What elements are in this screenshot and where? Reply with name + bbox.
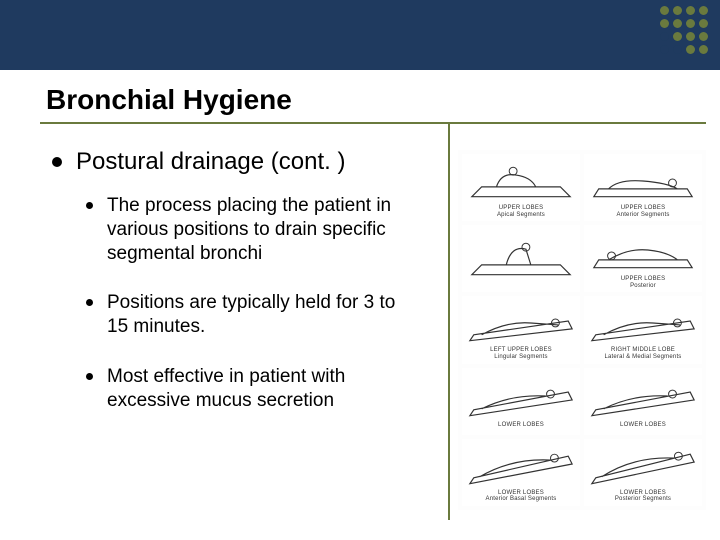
vertical-rule: [448, 122, 450, 520]
position-icon: [462, 157, 580, 203]
bullet-level2: Most effective in patient with excessive…: [86, 365, 432, 413]
bullet-text: Postural drainage (cont. ): [76, 148, 345, 176]
panel-caption: LOWER LOBES: [620, 422, 666, 429]
dot-icon: [699, 45, 708, 54]
dot-icon: [673, 32, 682, 41]
diagram-panel: LOWER LOBES: [462, 368, 580, 435]
dot-icon: [699, 32, 708, 41]
diagram-panel: UPPER LOBES Apical Segments: [462, 154, 580, 221]
bullet-icon: [86, 202, 93, 209]
panel-caption: LOWER LOBES Anterior Basal Segments: [486, 490, 557, 503]
dot-icon: [660, 19, 669, 28]
diagram-panel: RIGHT MIDDLE LOBE Lateral & Medial Segme…: [584, 296, 702, 363]
panel-caption: UPPER LOBES Anterior Segments: [616, 205, 669, 218]
decorative-dot-grid: [660, 6, 708, 54]
position-icon: [462, 235, 580, 281]
bullet-level1: Postural drainage (cont. ): [52, 148, 432, 176]
dot-icon: [673, 45, 682, 54]
bullet-icon: [86, 299, 93, 306]
dot-icon: [686, 32, 695, 41]
diagram-panel: LOWER LOBES Posterior Segments: [584, 439, 702, 506]
bullet-text: Positions are typically held for 3 to 15…: [107, 291, 407, 339]
position-icon: [584, 157, 702, 203]
dot-icon: [660, 32, 669, 41]
panel-caption: LOWER LOBES Posterior Segments: [615, 490, 671, 503]
bullet-text: Most effective in patient with excessive…: [107, 365, 407, 413]
bullet-level2: Positions are typically held for 3 to 15…: [86, 291, 432, 339]
panel-caption: UPPER LOBES Posterior: [621, 276, 666, 289]
text-content: Postural drainage (cont. ) The process p…: [52, 148, 432, 438]
position-icon: [584, 299, 702, 345]
diagram-panel: UPPER LOBES Anterior Segments: [584, 154, 702, 221]
dot-icon: [686, 6, 695, 15]
dot-icon: [673, 6, 682, 15]
dot-icon: [686, 19, 695, 28]
position-icon: [584, 374, 702, 420]
bullet-text: The process placing the patient in vario…: [107, 194, 407, 265]
horizontal-rule: [40, 122, 706, 124]
dot-icon: [660, 6, 669, 15]
postural-drainage-diagram: UPPER LOBES Apical Segments UPPER LOBES …: [458, 150, 706, 510]
panel-caption: LOWER LOBES: [498, 422, 544, 429]
diagram-panel: LOWER LOBES Anterior Basal Segments: [462, 439, 580, 506]
dot-icon: [699, 19, 708, 28]
diagram-panel: UPPER LOBES Posterior: [584, 225, 702, 292]
panel-caption: RIGHT MIDDLE LOBE Lateral & Medial Segme…: [604, 347, 681, 360]
dot-icon: [660, 45, 669, 54]
position-icon: [584, 442, 702, 488]
header-band: [0, 0, 720, 70]
position-icon: [462, 299, 580, 345]
position-icon: [462, 374, 580, 420]
panel-caption: UPPER LOBES Apical Segments: [497, 205, 545, 218]
dot-icon: [699, 6, 708, 15]
bullet-level2: The process placing the patient in vario…: [86, 194, 432, 265]
position-icon: [584, 228, 702, 274]
dot-icon: [673, 19, 682, 28]
bullet-icon: [52, 157, 62, 167]
diagram-panel: LOWER LOBES: [584, 368, 702, 435]
slide-title: Bronchial Hygiene: [46, 84, 292, 116]
bullet-icon: [86, 373, 93, 380]
diagram-panel: LEFT UPPER LOBES Lingular Segments: [462, 296, 580, 363]
diagram-panel: [462, 225, 580, 292]
dot-icon: [686, 45, 695, 54]
position-icon: [462, 442, 580, 488]
panel-caption: LEFT UPPER LOBES Lingular Segments: [490, 347, 552, 360]
